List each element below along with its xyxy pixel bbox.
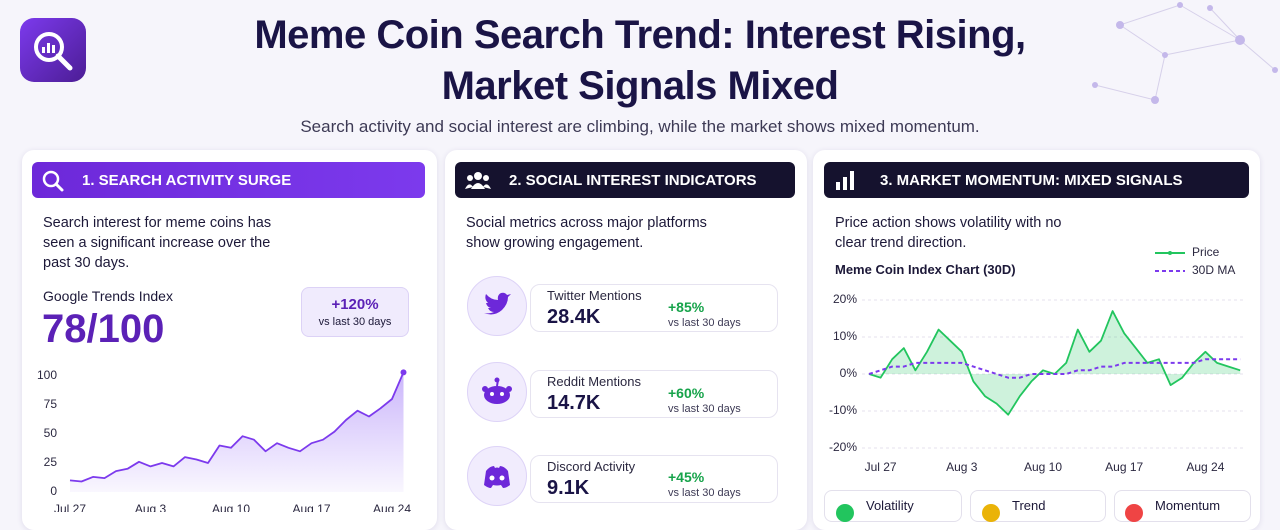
x-tick-label: Aug 24 [373, 502, 411, 512]
logo [20, 18, 86, 82]
legend-label: 30D MA [1192, 263, 1235, 277]
line [868, 358, 1241, 379]
item-value: 28.4K [547, 306, 601, 328]
item-note: vs last 30 days [668, 403, 741, 415]
y-tick-label: 10% [833, 329, 857, 343]
metric-item [530, 455, 778, 503]
title-line: Meme Coin Search Trend: Interest Rising, [254, 13, 1026, 57]
search-icon [42, 170, 64, 192]
panel-header: 1. SEARCH ACTIVITY SURGE [32, 162, 425, 198]
platform-icon [467, 446, 527, 506]
x-tick-label: Aug 17 [1105, 460, 1143, 474]
area [869, 311, 1241, 415]
y-tick-label: 100 [37, 368, 57, 382]
x-tick-label: Aug 3 [946, 460, 978, 474]
search-chart: 0 25 50 75 100 Jul 27 Aug 3 Aug 10 Aug 17 Aug 24 [37, 368, 411, 512]
metric-item [530, 284, 778, 332]
y-tick-label: -10% [829, 403, 857, 417]
subtitle: Search activity and social interest are … [300, 117, 980, 136]
end-point [400, 369, 407, 376]
line [69, 371, 405, 483]
badge-note: vs last 30 days [318, 316, 392, 328]
chart-title: Meme Coin Index Chart (30D) [835, 262, 1016, 277]
network-decoration [1092, 2, 1278, 104]
panel-title: 3. MARKET MOMENTUM: MIXED SIGNALS [880, 171, 1183, 189]
status-label: Volatility [866, 498, 914, 513]
area [70, 372, 404, 492]
panel-description: Search interest for meme coins has seen … [43, 215, 272, 271]
item-label: Discord Activity [547, 459, 636, 474]
y-tick-label: 0 [50, 484, 57, 498]
platform-icon [467, 276, 527, 336]
item-change: +45% [668, 469, 705, 485]
legend-swatch [1168, 251, 1172, 255]
item-label: Twitter Mentions [547, 288, 642, 303]
badge-value: +120% [331, 296, 379, 313]
page: {"header": {"title_lines": ["Meme Coin S… [20, 2, 1278, 522]
y-tick-label: 0% [840, 366, 858, 380]
panel-description: Social metrics across major platforms sh… [466, 215, 707, 251]
metric-item [530, 370, 778, 418]
panel-title: 1. SEARCH ACTIVITY SURGE [82, 171, 292, 189]
people-icon [465, 172, 491, 189]
logo-icon [34, 32, 73, 71]
panel-card [813, 150, 1260, 530]
metric-value: 78/100 [42, 307, 165, 351]
panel-description: Price action shows volatility with no cl… [835, 215, 1062, 251]
item-value: 14.7K [547, 392, 601, 414]
status-dot [1125, 504, 1143, 522]
x-tick-label: Jul 27 [865, 460, 897, 474]
status-dot [982, 504, 1000, 522]
panel-title: 2. SOCIAL INTEREST INDICATORS [509, 171, 757, 189]
y-tick-label: 50 [44, 426, 58, 440]
x-tick-label: Jul 27 [54, 502, 86, 512]
item-value: 9.1K [547, 477, 590, 499]
item-change: +85% [668, 299, 705, 315]
market-chart: 20% 10% 0% -10% -20% Jul 27 Aug 3 Aug 10 Aug 17 A… [829, 245, 1245, 474]
x-tick-label: Aug 24 [1186, 460, 1224, 474]
metric-label: Google Trends Index [43, 288, 173, 304]
legend-label: Price [1192, 245, 1220, 259]
panel-header: 3. MARKET MOMENTUM: MIXED SIGNALS [824, 162, 1249, 198]
platform-icon [467, 362, 527, 422]
badge: +120% vs last 30 days [301, 287, 409, 337]
y-tick-label: -20% [829, 440, 857, 454]
y-tick-label: 75 [44, 397, 58, 411]
panel-header: 2. SOCIAL INTEREST INDICATORS [455, 162, 795, 198]
y-tick-label: 20% [833, 292, 857, 306]
bars-icon [836, 171, 854, 190]
status-label: Momentum [1155, 498, 1221, 513]
status-label: Trend [1012, 498, 1046, 513]
x-tick-label: Aug 3 [135, 502, 167, 512]
item-label: Reddit Mentions [547, 374, 641, 389]
x-tick-label: Aug 10 [212, 502, 250, 512]
status-dot [836, 504, 854, 522]
x-tick-label: Aug 10 [1024, 460, 1062, 474]
y-tick-label: 25 [44, 455, 58, 469]
item-note: vs last 30 days [668, 487, 741, 499]
x-tick-label: Aug 17 [292, 502, 330, 512]
item-change: +60% [668, 385, 705, 401]
title-line: Market Signals Mixed [441, 64, 839, 108]
item-note: vs last 30 days [668, 317, 741, 329]
